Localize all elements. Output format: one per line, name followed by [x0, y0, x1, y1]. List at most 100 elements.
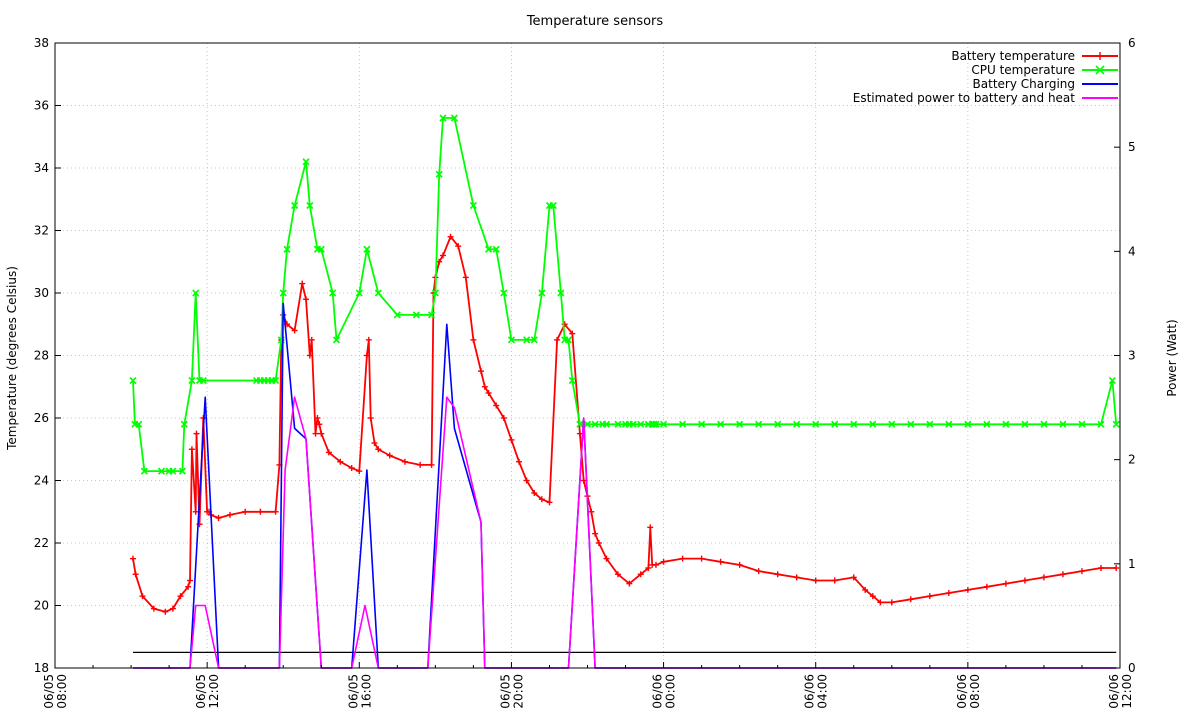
- data-point-cpu-temperature: [1078, 420, 1086, 428]
- data-point-battery-temperature: [660, 558, 667, 565]
- data-point-battery-temperature: [736, 561, 743, 568]
- data-point-cpu-temperature: [192, 289, 200, 297]
- data-point-battery-temperature: [576, 430, 583, 437]
- data-point-battery-temperature: [592, 530, 599, 537]
- marker-d2: [774, 420, 782, 428]
- data-point-battery-temperature: [401, 458, 408, 465]
- data-point-cpu-temperature: [629, 420, 637, 428]
- data-point-battery-temperature: [774, 571, 781, 578]
- data-point-battery-temperature: [193, 430, 200, 437]
- data-point-battery-temperature: [538, 496, 545, 503]
- marker-d2: [591, 420, 599, 428]
- marker-d2: [135, 420, 143, 428]
- marker-d2: [614, 420, 622, 428]
- marker-d2: [439, 114, 447, 122]
- marker-d2: [650, 420, 658, 428]
- data-point-battery-temperature: [291, 327, 298, 334]
- y-tick-label: 18: [34, 661, 49, 675]
- data-point-battery-temperature: [478, 368, 484, 375]
- marker-d2: [431, 289, 439, 297]
- data-point-battery-temperature: [1059, 571, 1066, 578]
- marker-d2: [945, 420, 953, 428]
- marker-d2: [291, 201, 299, 210]
- data-point-battery-temperature: [652, 561, 659, 568]
- marker-d2: [1078, 420, 1086, 428]
- data-point-battery-temperature: [470, 336, 477, 343]
- data-point-cpu-temperature: [1021, 420, 1029, 428]
- marker-d2: [412, 311, 420, 319]
- data-point-battery-temperature: [1021, 577, 1028, 584]
- data-point-battery-temperature: [185, 583, 192, 590]
- marker-d2: [302, 158, 310, 166]
- data-point-cpu-temperature: [306, 201, 314, 210]
- marker-d2: [129, 376, 137, 385]
- data-point-cpu-temperature: [1112, 420, 1120, 428]
- legend-label: Battery Charging: [973, 77, 1075, 91]
- data-point-cpu-temperature: [983, 420, 991, 428]
- y-tick-label: 36: [34, 99, 49, 113]
- x-tick-label-time: 04:00: [816, 674, 830, 709]
- marker-d2: [507, 336, 515, 344]
- legend-label: CPU temperature: [971, 63, 1075, 77]
- marker-d2: [869, 420, 877, 428]
- data-point-battery-temperature: [1097, 565, 1104, 571]
- data-point-cpu-temperature: [507, 336, 515, 344]
- data-point-battery-temperature: [850, 574, 857, 581]
- data-point-cpu-temperature: [774, 420, 782, 428]
- x-tick-label-date: 06/06: [955, 674, 969, 709]
- marker-d2: [736, 420, 744, 428]
- x-tick-label-time: 00:00: [664, 674, 678, 709]
- data-point-cpu-temperature: [1059, 420, 1067, 428]
- marker-d2: [831, 420, 839, 428]
- data-point-battery-temperature: [226, 511, 233, 518]
- data-point-battery-temperature: [603, 555, 610, 562]
- data-point-battery-temperature: [371, 440, 378, 446]
- y-tick-label: 20: [34, 599, 49, 613]
- x-tick-label-time: 12:00: [207, 674, 221, 709]
- marker-d2: [283, 245, 291, 253]
- data-point-battery-temperature: [717, 558, 724, 565]
- marker-d2: [557, 289, 565, 297]
- data-point-battery-temperature: [531, 490, 538, 496]
- x-tick-label-time: 08:00: [55, 674, 69, 709]
- data-point-battery-temperature: [187, 577, 194, 584]
- marker-d2: [435, 170, 443, 178]
- marker-d2: [602, 420, 611, 428]
- data-point-battery-temperature: [314, 415, 321, 421]
- data-point-battery-temperature: [257, 508, 264, 515]
- data-point-cpu-temperature: [549, 201, 557, 210]
- marker-d2: [1040, 420, 1048, 428]
- data-point-cpu-temperature: [332, 336, 341, 344]
- marker-d2: [698, 420, 706, 428]
- data-point-cpu-temperature: [283, 245, 291, 253]
- data-point-cpu-temperature: [329, 289, 337, 297]
- data-point-cpu-temperature: [178, 467, 186, 475]
- marker-d2: [926, 420, 934, 428]
- data-point-battery-temperature: [417, 461, 424, 468]
- data-point-cpu-temperature: [180, 420, 188, 428]
- marker-d2: [793, 420, 801, 428]
- data-point-cpu-temperature: [679, 420, 687, 428]
- data-point-cpu-temperature: [302, 158, 310, 166]
- data-point-battery-temperature: [348, 465, 355, 471]
- chart-title: Temperature sensors: [526, 14, 664, 29]
- y-tick-label: 30: [34, 286, 49, 300]
- marker-d2: [1059, 420, 1067, 428]
- data-point-cpu-temperature: [492, 245, 500, 253]
- data-point-cpu-temperature: [736, 420, 744, 428]
- legend-label: Estimated power to battery and heat: [853, 91, 1076, 105]
- data-point-battery-temperature: [367, 415, 374, 421]
- data-point-cpu-temperature: [523, 336, 531, 344]
- data-point-battery-temperature: [139, 593, 146, 600]
- marker-d2: [188, 376, 196, 385]
- data-point-cpu-temperature: [427, 311, 436, 319]
- data-point-battery-temperature: [964, 586, 971, 593]
- x-tick-label-time: 20:00: [511, 674, 525, 709]
- data-point-battery-temperature: [862, 586, 869, 593]
- marker-d2: [564, 336, 573, 344]
- data-point-battery-temperature: [316, 421, 323, 428]
- marker-d2: [850, 420, 858, 428]
- data-point-battery-temperature: [500, 415, 507, 421]
- data-point-cpu-temperature: [1108, 376, 1116, 385]
- data-point-battery-temperature: [428, 461, 435, 468]
